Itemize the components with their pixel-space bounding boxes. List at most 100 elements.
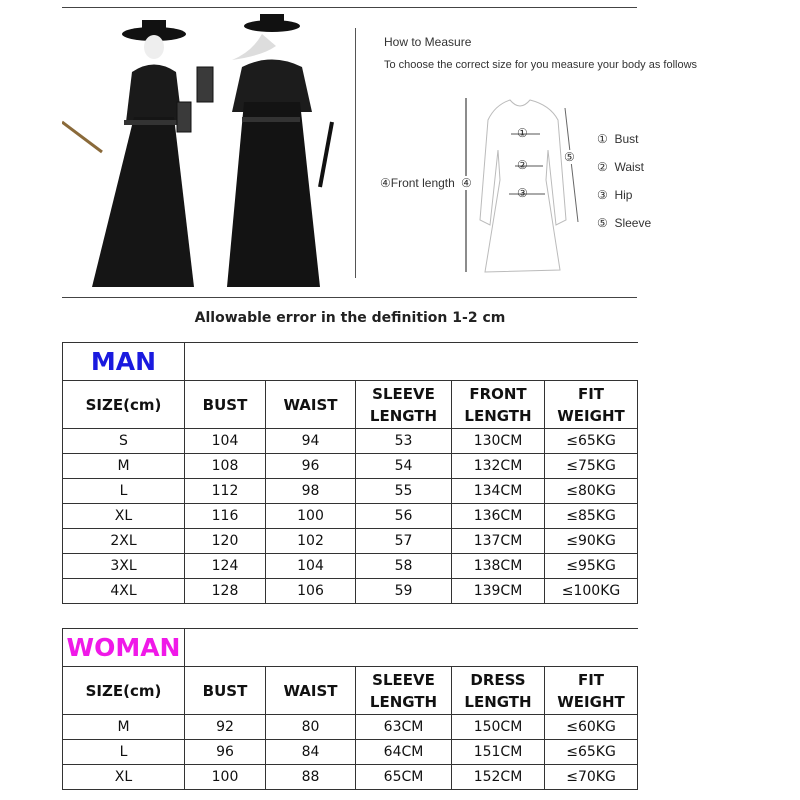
plague-doctor-figure bbox=[196, 14, 334, 287]
bust-mark: ① bbox=[517, 126, 528, 140]
measure-legend: ① Bust ② Waist ③ Hip ⑤ Sleeve bbox=[597, 125, 651, 237]
table-cell: 3XL bbox=[62, 553, 185, 579]
photo-divider bbox=[62, 297, 637, 298]
hip-mark: ③ bbox=[517, 186, 528, 200]
table-cell: 136CM bbox=[451, 503, 545, 529]
how-to-measure-diagram: How to Measure To choose the correct siz… bbox=[360, 20, 697, 290]
table-cell: 128 bbox=[184, 578, 266, 604]
table-cell: 54 bbox=[355, 453, 452, 479]
table-cell: M bbox=[62, 714, 185, 740]
legend-bust: ① Bust bbox=[597, 132, 639, 146]
table-row: XL 116 100 56 136CM ≤85KG bbox=[62, 503, 639, 529]
column-header: FIT WEIGHT bbox=[543, 380, 639, 429]
table-row: L 112 98 55 134CM ≤80KG bbox=[62, 478, 639, 504]
title-spacer bbox=[183, 628, 638, 667]
front-length-mark: ④ bbox=[461, 176, 472, 190]
table-cell: 106 bbox=[265, 578, 356, 604]
table-cell: XL bbox=[62, 503, 185, 529]
legend-hip: ③ Hip bbox=[597, 188, 633, 202]
table-row: 3XL 124 104 58 138CM ≤95KG bbox=[62, 553, 639, 579]
waist-mark: ② bbox=[517, 158, 528, 172]
table-row: 4XL 128 106 59 139CM ≤100KG bbox=[62, 578, 639, 604]
table-cell: ≤65KG bbox=[543, 739, 639, 765]
woman-size-table: WOMAN SIZE(cm) BUST WAIST SLEEVE LENGTH DRESS… bbox=[62, 628, 639, 790]
table-cell: ≤85KG bbox=[543, 503, 639, 529]
table-cell: 96 bbox=[184, 739, 266, 765]
table-cell: M bbox=[62, 453, 185, 479]
product-photo bbox=[62, 14, 334, 287]
column-header: SLEEVE LENGTH bbox=[355, 380, 452, 429]
allowable-error-note: Allowable error in the definition 1-2 cm bbox=[194, 310, 506, 326]
column-header: FRONT LENGTH bbox=[451, 380, 545, 429]
table-cell: 139CM bbox=[451, 578, 545, 604]
table-cell: 80 bbox=[265, 714, 356, 740]
header-row: SIZE(cm) BUST WAIST SLEEVE LENGTH FRONT LENG… bbox=[62, 380, 639, 429]
table-cell: L bbox=[62, 739, 185, 765]
table-cell: 132CM bbox=[451, 453, 545, 479]
table-cell: ≤80KG bbox=[543, 478, 639, 504]
column-header: FIT WEIGHT bbox=[543, 666, 639, 715]
table-cell: ≤95KG bbox=[543, 553, 639, 579]
table-cell: 88 bbox=[265, 764, 356, 790]
dress-outline-icon bbox=[465, 98, 579, 273]
column-header: DRESS LENGTH bbox=[451, 666, 545, 715]
table-cell: XL bbox=[62, 764, 185, 790]
table-cell: ≤60KG bbox=[543, 714, 639, 740]
column-header: BUST bbox=[184, 666, 266, 715]
table-cell: 137CM bbox=[451, 528, 545, 554]
table-cell: L bbox=[62, 478, 185, 504]
legend-sleeve: ⑤ Sleeve bbox=[597, 216, 652, 230]
measure-title: How to Measure bbox=[384, 35, 472, 49]
table-cell: 58 bbox=[355, 553, 452, 579]
column-header: SLEEVE LENGTH bbox=[355, 666, 452, 715]
column-header: SIZE(cm) bbox=[62, 380, 185, 429]
table-cell: 102 bbox=[265, 528, 356, 554]
vertical-divider bbox=[355, 28, 356, 278]
column-header: BUST bbox=[184, 380, 266, 429]
table-cell: S bbox=[62, 428, 185, 454]
table-cell: 63CM bbox=[355, 714, 452, 740]
column-header: SIZE(cm) bbox=[62, 666, 185, 715]
sleeve-mark: ⑤ bbox=[564, 150, 575, 164]
table-cell: 56 bbox=[355, 503, 452, 529]
table-row: M 92 80 63CM 150CM ≤60KG bbox=[62, 714, 639, 740]
table-cell: 100 bbox=[265, 503, 356, 529]
table-cell: 120 bbox=[184, 528, 266, 554]
column-header: WAIST bbox=[265, 380, 356, 429]
table-cell: 108 bbox=[184, 453, 266, 479]
table-cell: 130CM bbox=[451, 428, 545, 454]
table-cell: 94 bbox=[265, 428, 356, 454]
table-cell: ≤70KG bbox=[543, 764, 639, 790]
table-row: S 104 94 53 130CM ≤65KG bbox=[62, 428, 639, 454]
table-cell: 84 bbox=[265, 739, 356, 765]
table-cell: 124 bbox=[184, 553, 266, 579]
table-cell: 100 bbox=[184, 764, 266, 790]
woman-title: WOMAN bbox=[62, 628, 185, 667]
column-header: WAIST bbox=[265, 666, 356, 715]
front-length-label: ④Front length bbox=[380, 176, 455, 190]
table-cell: 138CM bbox=[451, 553, 545, 579]
top-divider bbox=[62, 7, 637, 8]
table-cell: 151CM bbox=[451, 739, 545, 765]
table-cell: 98 bbox=[265, 478, 356, 504]
table-cell: 104 bbox=[184, 428, 266, 454]
table-row: L 96 84 64CM 151CM ≤65KG bbox=[62, 739, 639, 765]
table-cell: 104 bbox=[265, 553, 356, 579]
header-row: SIZE(cm) BUST WAIST SLEEVE LENGTH DRESS LENG… bbox=[62, 666, 639, 715]
table-cell: 4XL bbox=[62, 578, 185, 604]
measure-subtitle: To choose the correct size for you measu… bbox=[384, 59, 698, 71]
legend-waist: ② Waist bbox=[597, 160, 644, 174]
table-cell: 64CM bbox=[355, 739, 452, 765]
table-cell: 55 bbox=[355, 478, 452, 504]
table-cell: 96 bbox=[265, 453, 356, 479]
table-cell: ≤65KG bbox=[543, 428, 639, 454]
table-cell: 2XL bbox=[62, 528, 185, 554]
table-cell: 116 bbox=[184, 503, 266, 529]
table-cell: ≤75KG bbox=[543, 453, 639, 479]
table-cell: 57 bbox=[355, 528, 452, 554]
table-cell: ≤90KG bbox=[543, 528, 639, 554]
title-spacer bbox=[183, 342, 638, 381]
woman-costume-figure bbox=[62, 20, 194, 287]
table-cell: ≤100KG bbox=[543, 578, 639, 604]
table-row: M 108 96 54 132CM ≤75KG bbox=[62, 453, 639, 479]
